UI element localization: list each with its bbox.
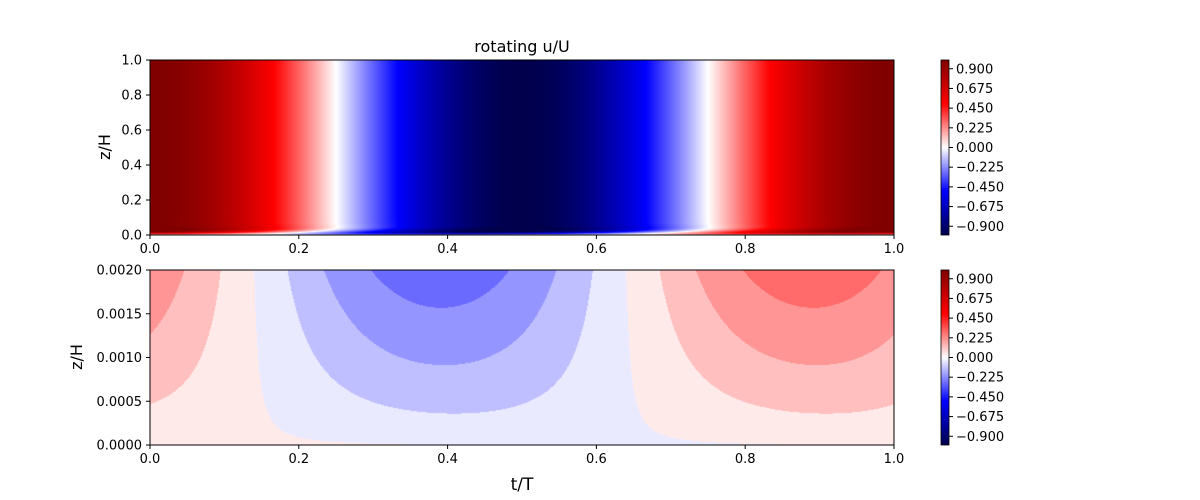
x-tick-label: 0.4: [437, 242, 458, 257]
y-tick-label: 0.0015: [97, 307, 143, 322]
colorbar-tick-label: −0.450: [956, 390, 1004, 405]
top-panel: rotating u/U 0.0 0.2 0.4 0.6 0.8 1.0 0.00.20.…: [95, 37, 904, 257]
y-tick-label: 0.0: [121, 229, 142, 244]
colorbar-tick-label: 0.450: [956, 312, 993, 327]
colorbar-tick-label: −0.225: [956, 371, 1004, 386]
colorbar-tick-label: 0.900: [956, 62, 993, 77]
y-tick-label: 0.0000: [97, 439, 143, 454]
colorbar-tick-label: 0.675: [956, 82, 993, 97]
top-heatmap: [150, 60, 894, 235]
colorbar-tick-label: −0.225: [956, 161, 1004, 176]
x-tick-label: 0.2: [288, 242, 309, 257]
x-tick-label: 1.0: [884, 242, 905, 257]
top-colorbar-ticks: 0.900 0.675 0.450 0.225 0.000 −0.225 −0.450 −0.…: [949, 62, 1004, 235]
x-tick-label: 0.0: [140, 452, 161, 467]
colorbar-tick-label: −0.675: [956, 410, 1004, 425]
colorbar-tick-label: −0.900: [956, 220, 1004, 235]
top-heatmap-area: [150, 60, 894, 235]
top-colorbar: 0.900 0.675 0.450 0.225 0.000 −0.225 −0.450 −0.…: [940, 59, 1004, 236]
top-y-axis-label: z/H: [95, 134, 114, 160]
y-tick-label: 0.0005: [97, 395, 143, 410]
x-tick-label: 0.8: [735, 452, 756, 467]
bottom-colorbar: 0.900 0.675 0.450 0.225 0.000 −0.225 −0.450 −0.…: [940, 269, 1004, 446]
bottom-x-axis: 0.0 0.2 0.4 0.6 0.8 1.0: [140, 445, 905, 467]
y-tick-label: 0.0010: [97, 351, 143, 366]
y-tick-label: 0.4: [121, 159, 142, 174]
bottom-heatmap: [150, 270, 894, 445]
colorbar-tick-label: −0.900: [956, 430, 1004, 445]
top-x-axis: 0.0 0.2 0.4 0.6 0.8 1.0: [140, 235, 905, 257]
x-tick-label: 0.2: [288, 452, 309, 467]
x-tick-label: 1.0: [884, 452, 905, 467]
colorbar-tick-label: 0.000: [956, 351, 993, 366]
x-tick-label: 0.6: [586, 242, 607, 257]
colorbar-tick-label: −0.675: [956, 200, 1004, 215]
colorbar-tick-label: −0.450: [956, 180, 1004, 195]
bottom-heatmap-area: [150, 270, 894, 445]
x-tick-label: 0.0: [140, 242, 161, 257]
y-tick-label: 0.6: [121, 124, 142, 139]
colorbar-tick-label: 0.225: [956, 121, 993, 136]
x-tick-label: 0.6: [586, 452, 607, 467]
bottom-y-axis-label: z/H: [67, 344, 86, 370]
top-y-axis: 0.0 0.2 0.4 0.6 0.8 1.0: [121, 54, 150, 244]
top-colorbar-ramp: [940, 59, 950, 236]
bottom-y-axis: 0.0000 0.0005 0.0010 0.0015 0.0020: [97, 264, 150, 454]
bottom-panel: 0.0 0.2 0.4 0.6 0.8 1.0 0.00000.00050.00100.0…: [67, 264, 904, 496]
bottom-x-axis-label: t/T: [511, 475, 534, 495]
bottom-colorbar-ticks: 0.900 0.675 0.450 0.225 0.000 −0.225 −0.450 −0.…: [949, 272, 1004, 445]
y-tick-label: 0.0020: [97, 264, 143, 279]
colorbar-tick-label: 0.450: [956, 102, 993, 117]
top-plot-frame: [149, 59, 895, 236]
colorbar-tick-label: 0.675: [956, 292, 993, 307]
top-title: rotating u/U: [474, 37, 569, 56]
x-tick-label: 0.8: [735, 242, 756, 257]
y-tick-label: 0.2: [121, 194, 142, 209]
colorbar-tick-label: 0.225: [956, 331, 993, 346]
y-tick-label: 0.8: [121, 89, 142, 104]
y-tick-label: 1.0: [121, 54, 142, 69]
x-tick-label: 0.4: [437, 452, 458, 467]
colorbar-tick-label: 0.000: [956, 141, 993, 156]
colorbar-tick-label: 0.900: [956, 272, 993, 287]
bottom-colorbar-ramp: [940, 269, 950, 446]
